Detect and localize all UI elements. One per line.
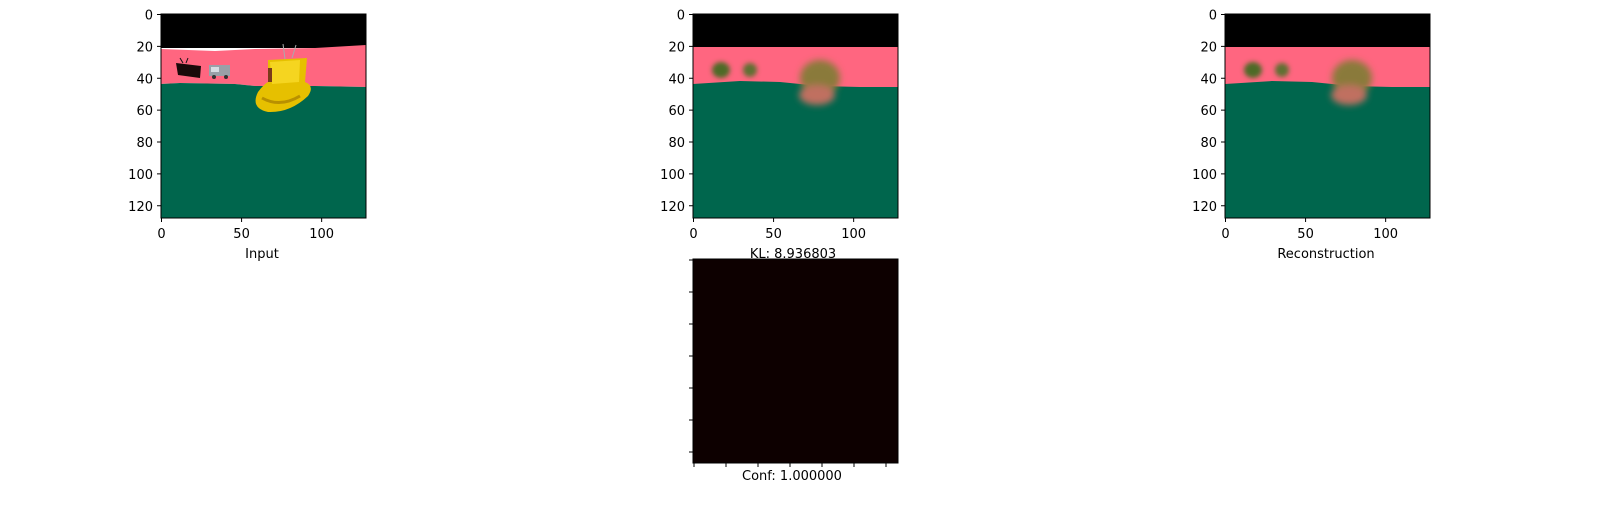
reconstruction-ytick-label: 80 bbox=[1200, 136, 1217, 151]
recon-sky bbox=[1225, 14, 1430, 48]
kl-xtick-label: 50 bbox=[765, 227, 782, 242]
kl-xlabel: KL: 8.936803 bbox=[750, 247, 836, 262]
kl-ytick-label: 20 bbox=[668, 40, 685, 55]
kl-ytick-label: 80 bbox=[668, 136, 685, 151]
kl-ytick-label: 100 bbox=[660, 168, 685, 183]
kl-ytick-label: 0 bbox=[677, 9, 685, 24]
recon-frame bbox=[1224, 13, 1431, 219]
input-ytick-label: 120 bbox=[128, 200, 153, 215]
input-xlabel: Input bbox=[245, 247, 279, 262]
input-ytick-label: 40 bbox=[136, 72, 153, 87]
input-ytick-label: 100 bbox=[128, 168, 153, 183]
input-panel bbox=[160, 13, 367, 219]
kl-panel bbox=[692, 13, 899, 219]
kl-floor bbox=[693, 81, 898, 218]
kl-ytick-label: 40 bbox=[668, 72, 685, 87]
kl-ytick-label: 60 bbox=[668, 104, 685, 119]
recon-floor bbox=[1225, 81, 1430, 218]
kl-frame bbox=[692, 13, 899, 219]
input-sky bbox=[161, 14, 366, 48]
reconstruction-panel bbox=[1224, 13, 1431, 219]
confidence-panel bbox=[689, 258, 899, 467]
reconstruction-xtick-label: 50 bbox=[1297, 227, 1314, 242]
truck-object bbox=[209, 65, 230, 79]
conf-xticks bbox=[693, 463, 887, 467]
kl-ytick-label: 120 bbox=[660, 200, 685, 215]
input-ytick-label: 80 bbox=[136, 136, 153, 151]
reconstruction-ytick-label: 100 bbox=[1192, 168, 1217, 183]
input-xtick-label: 0 bbox=[157, 227, 165, 242]
kl-sky bbox=[693, 14, 898, 48]
confidence-xlabel: Conf: 1.000000 bbox=[742, 469, 842, 484]
input-floor bbox=[161, 83, 366, 218]
input-xtick-label: 100 bbox=[309, 227, 334, 242]
conf-yticks bbox=[689, 259, 693, 453]
kl-xtick-label: 100 bbox=[841, 227, 866, 242]
kl-blobs bbox=[712, 62, 757, 78]
reconstruction-ytick-label: 120 bbox=[1192, 200, 1217, 215]
input-ytick-label: 0 bbox=[145, 9, 153, 24]
kl-object bbox=[799, 60, 840, 105]
conf-heatmap bbox=[692, 258, 899, 464]
reconstruction-xtick-label: 0 bbox=[1221, 227, 1229, 242]
recon-object bbox=[1331, 60, 1372, 105]
reconstruction-xtick-label: 100 bbox=[1373, 227, 1398, 242]
tv-object bbox=[176, 57, 201, 78]
yellow-object bbox=[255, 43, 311, 113]
recon-blobs bbox=[1244, 62, 1289, 78]
input-ytick-label: 20 bbox=[136, 40, 153, 55]
reconstruction-ytick-label: 0 bbox=[1209, 9, 1217, 24]
reconstruction-ytick-label: 40 bbox=[1200, 72, 1217, 87]
kl-xtick-label: 0 bbox=[689, 227, 697, 242]
input-frame bbox=[160, 13, 367, 219]
input-ytick-label: 60 bbox=[136, 104, 153, 119]
reconstruction-xlabel: Reconstruction bbox=[1277, 247, 1374, 262]
input-xtick-label: 50 bbox=[233, 227, 250, 242]
reconstruction-ytick-label: 60 bbox=[1200, 104, 1217, 119]
reconstruction-ytick-label: 20 bbox=[1200, 40, 1217, 55]
